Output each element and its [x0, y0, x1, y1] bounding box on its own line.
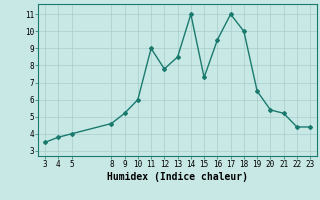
X-axis label: Humidex (Indice chaleur): Humidex (Indice chaleur): [107, 172, 248, 182]
